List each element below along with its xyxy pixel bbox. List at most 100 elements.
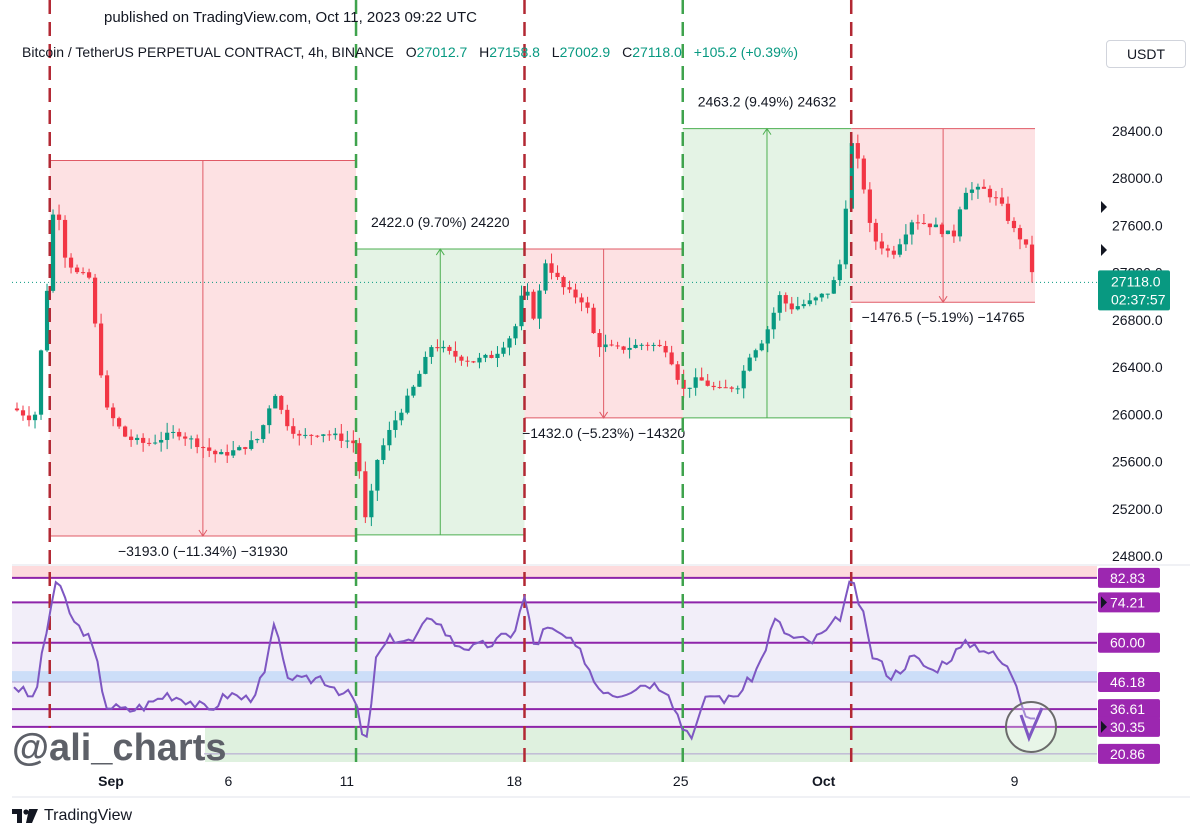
- x-axis-label: 6: [225, 773, 233, 789]
- candle-body: [531, 291, 536, 319]
- price-tick-label: 26800.0: [1112, 312, 1163, 328]
- candle-body: [549, 263, 554, 273]
- candle-body: [104, 375, 110, 408]
- candle-body: [507, 338, 512, 348]
- candle-body: [273, 395, 278, 409]
- candle-body: [783, 295, 788, 304]
- candle-body: [159, 439, 164, 443]
- candle-body: [501, 347, 506, 354]
- candle-body: [885, 248, 890, 251]
- change-value: +105.2 (+0.39%): [693, 44, 798, 60]
- candle-body: [831, 280, 836, 294]
- candle-body: [429, 347, 434, 357]
- candle-body: [14, 408, 20, 411]
- price-tick-label: 26000.0: [1112, 406, 1163, 422]
- tradingview-brand[interactable]: TradingView: [12, 807, 132, 825]
- candle-body: [825, 293, 830, 295]
- tradingview-logo-icon: [12, 809, 38, 823]
- candle-body: [333, 433, 338, 436]
- open-value: 27012.7: [416, 44, 468, 60]
- candle-body: [891, 250, 896, 255]
- rsi-level-label-4: 36.61: [1110, 701, 1145, 717]
- candle-body: [243, 447, 248, 449]
- candle-body: [771, 312, 776, 330]
- candle-body: [495, 353, 500, 358]
- candle-body: [603, 344, 608, 348]
- candle-body: [465, 360, 470, 362]
- candle-body: [92, 277, 98, 324]
- range-label-4: −1476.5 (−5.19%) −14765: [862, 309, 1025, 325]
- candle-body: [747, 357, 752, 371]
- candle-body: [74, 267, 80, 273]
- candle-body: [993, 197, 999, 199]
- candle-body: [765, 329, 770, 344]
- candle-body: [44, 290, 50, 351]
- candle-body: [339, 433, 344, 441]
- candle-body: [609, 344, 614, 346]
- candle-body: [525, 291, 530, 296]
- currency-button[interactable]: USDT: [1106, 40, 1186, 68]
- candle-body: [68, 257, 74, 268]
- candle-body: [381, 445, 386, 460]
- candle-body: [177, 431, 182, 437]
- symbol-title[interactable]: Bitcoin / TetherUS PERPETUAL CONTRACT, 4…: [22, 44, 394, 60]
- candle-body: [981, 186, 987, 189]
- rsi-level-label-6: 20.86: [1110, 746, 1145, 762]
- candle-body: [939, 224, 945, 235]
- candle-body: [303, 434, 308, 436]
- rsi-level-label-5: 30.35: [1110, 719, 1145, 735]
- candle-body: [417, 373, 422, 387]
- x-axis-label: 9: [1011, 773, 1019, 789]
- candle-body: [933, 224, 939, 228]
- candle-body: [201, 447, 206, 449]
- candle-body: [26, 415, 32, 421]
- candle-body: [849, 143, 854, 209]
- candle-body: [477, 357, 482, 363]
- candle-body: [249, 440, 254, 449]
- candle-body: [837, 264, 842, 281]
- symbol-header: Bitcoin / TetherUS PERPETUAL CONTRACT, 4…: [22, 44, 798, 60]
- candle-body: [873, 222, 878, 242]
- rsi-level-badge-6: [1098, 743, 1160, 764]
- candle-body: [951, 230, 957, 237]
- candle-body: [561, 277, 566, 288]
- candle-body: [987, 188, 993, 198]
- candle-body: [573, 289, 578, 298]
- candle-body: [153, 442, 158, 444]
- candle-body: [513, 326, 518, 339]
- candle-body: [255, 439, 260, 441]
- candle-body: [675, 364, 680, 380]
- x-axis-label: 18: [507, 773, 523, 789]
- rsi-level-label-0: 82.83: [1110, 570, 1145, 586]
- candle-body: [801, 304, 806, 307]
- axis-marker-icon: [1101, 201, 1107, 213]
- candle-body: [537, 290, 542, 319]
- candle-body: [519, 295, 524, 327]
- rsi-level-label-3: 46.18: [1110, 674, 1145, 690]
- candle-body: [897, 244, 902, 255]
- candle-body: [927, 223, 932, 228]
- candle-body: [369, 490, 374, 518]
- rsi-level-label-1: 74.21: [1110, 594, 1145, 610]
- candle-body: [699, 377, 704, 381]
- candle-body: [171, 431, 176, 433]
- candle-body: [723, 387, 728, 389]
- candle-body: [459, 356, 464, 361]
- rsi-level-badge-3: [1098, 671, 1160, 692]
- low-label: L: [551, 44, 560, 60]
- candle-body: [597, 333, 602, 348]
- candle-body: [957, 209, 963, 237]
- candle-body: [405, 395, 410, 413]
- candle-body: [555, 272, 560, 278]
- candle-body: [110, 407, 116, 419]
- range-arrow-head-0: [198, 529, 208, 537]
- candle-body: [945, 230, 951, 235]
- candle-body: [819, 293, 824, 298]
- rsi-marker-icon: [1101, 596, 1107, 609]
- range-label-2: −1432.0 (−5.23%) −14320: [522, 425, 685, 441]
- rsi-marker-icon: [1101, 720, 1107, 733]
- close-label: C: [622, 44, 633, 60]
- candle-body: [267, 408, 272, 426]
- candle-body: [231, 450, 236, 456]
